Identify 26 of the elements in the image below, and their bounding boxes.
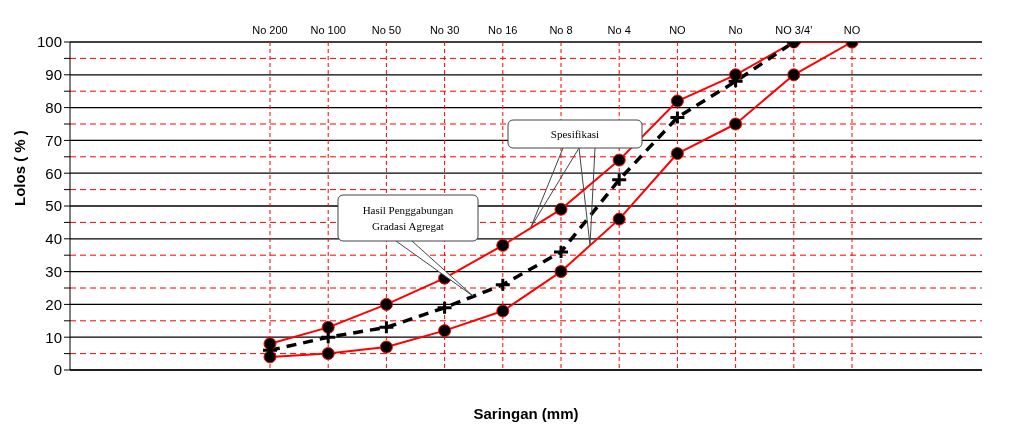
y-tick-label: 10	[45, 328, 62, 346]
x-tick-label: No 16	[488, 24, 518, 36]
y-tick-label: 70	[45, 131, 62, 149]
x-tick-label: NO	[843, 24, 861, 36]
annotation: Hasil Penggabungan Gradasi Agregat	[362, 203, 454, 234]
y-axis-title: Lolos ( % )	[11, 130, 29, 206]
x-tick-label: NO	[669, 24, 687, 36]
x-tick-label: No 200	[252, 24, 288, 36]
x-tick-label: No 30	[429, 24, 460, 36]
annotation: Spesifikasi	[550, 127, 600, 142]
x-tick-label: No 50	[371, 24, 402, 36]
x-axis-title: Saringan (mm)	[473, 405, 579, 422]
y-tick-label: 100	[36, 33, 62, 51]
y-tick-label: 50	[45, 197, 62, 215]
y-tick-label: 40	[45, 230, 62, 248]
y-tick-label: 80	[45, 98, 62, 116]
x-tick-label: No 4	[607, 24, 631, 36]
y-tick-label: 90	[45, 66, 62, 84]
y-tick-label: 0	[53, 361, 62, 379]
x-tick-label: No 8	[549, 24, 573, 36]
y-tick-label: 30	[45, 262, 62, 280]
y-tick-label: 20	[45, 295, 62, 313]
x-tick-label: NO 3/4'	[775, 24, 813, 36]
x-tick-label: No	[728, 24, 743, 36]
y-tick-label: 60	[45, 164, 62, 182]
x-tick-label: No 100	[310, 24, 346, 36]
